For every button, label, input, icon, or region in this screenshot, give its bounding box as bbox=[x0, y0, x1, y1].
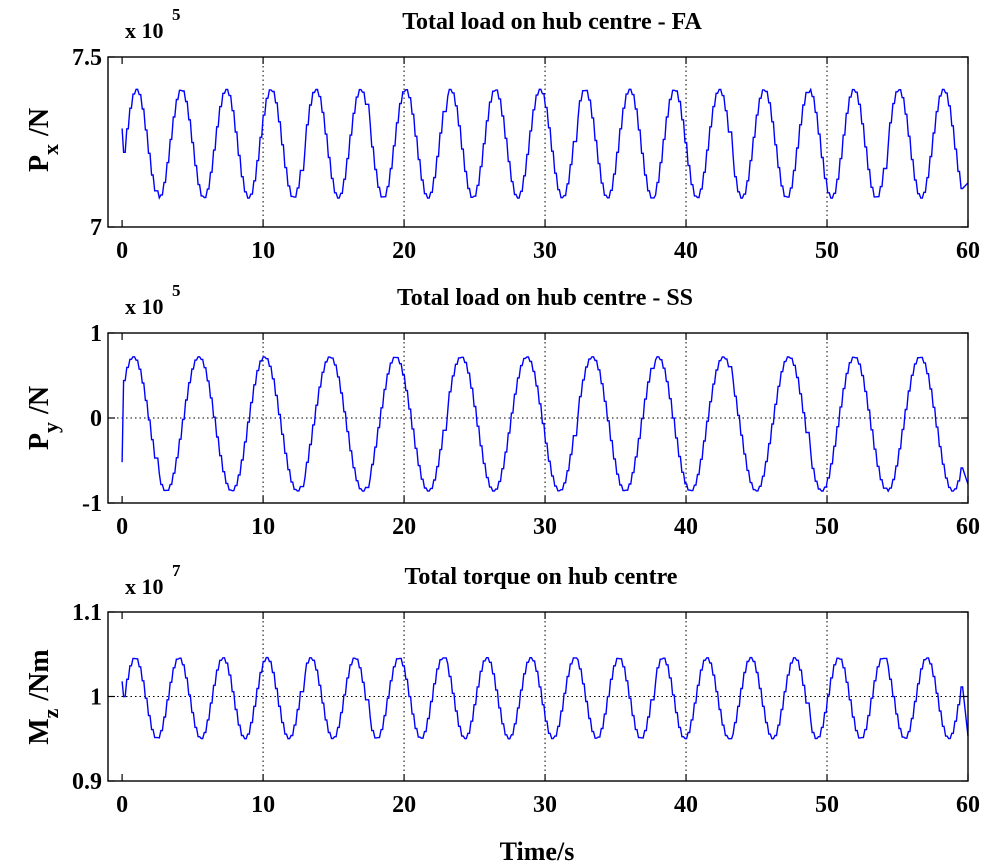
y-tick-label: -1 bbox=[82, 491, 102, 517]
x-tick-label: 10 bbox=[251, 238, 275, 264]
x-tick-label: 30 bbox=[533, 792, 557, 818]
y-axis-label: Py/N bbox=[24, 386, 63, 450]
exponent-base: x 10 bbox=[125, 18, 164, 43]
panel-title: Total load on hub centre - SS bbox=[397, 285, 693, 311]
x-tick-label: 50 bbox=[815, 238, 839, 264]
y-tick-label: 0 bbox=[90, 406, 102, 432]
y-tick-label: 1 bbox=[90, 685, 102, 711]
x-tick-label: 0 bbox=[116, 514, 128, 540]
series-line bbox=[121, 87, 969, 200]
x-tick-label: 30 bbox=[533, 514, 557, 540]
x-tick-label: 10 bbox=[251, 514, 275, 540]
exponent-power: 5 bbox=[172, 5, 181, 24]
svg-text:Mz/Nm: Mz/Nm bbox=[24, 649, 63, 745]
x-tick-label: 40 bbox=[674, 792, 698, 818]
ylabel-unit: /Nm bbox=[24, 649, 55, 701]
ylabel-unit: /N bbox=[24, 108, 55, 137]
y-axis-label: Mz/Nm bbox=[24, 649, 63, 745]
x-tick-label: 0 bbox=[116, 238, 128, 264]
series-line bbox=[121, 356, 969, 493]
ylabel-unit: /N bbox=[24, 386, 55, 415]
y-tick-label: 1 bbox=[90, 321, 102, 347]
x-tick-label: 40 bbox=[674, 238, 698, 264]
ylabel-symbol: P bbox=[24, 155, 55, 172]
y-tick-label: 1.1 bbox=[72, 600, 102, 626]
x-axis-label: Time/s bbox=[500, 837, 575, 866]
x-tick-label: 20 bbox=[392, 514, 416, 540]
panel-torque: Total torque on hub centre x 10 7 Mz/Nm … bbox=[24, 561, 980, 866]
ylabel-subscript: x bbox=[38, 144, 63, 155]
exponent-base: x 10 bbox=[125, 294, 164, 319]
x-tick-label: 20 bbox=[392, 792, 416, 818]
ylabel-symbol: M bbox=[24, 718, 55, 744]
ylabel-symbol: P bbox=[24, 433, 55, 450]
x-tick-label: 20 bbox=[392, 238, 416, 264]
x-tick-label: 60 bbox=[956, 238, 980, 264]
panel-ss: Total load on hub centre - SS x 10 5 Py/… bbox=[24, 281, 980, 540]
panel-title: Total load on hub centre - FA bbox=[402, 9, 702, 35]
exponent-power: 7 bbox=[172, 561, 181, 580]
axes-box bbox=[107, 611, 969, 782]
x-tick-label: 50 bbox=[815, 792, 839, 818]
y-tick-label: 7 bbox=[90, 215, 102, 241]
panel-fa: Total load on hub centre - FA x 10 5 Px/… bbox=[24, 5, 980, 264]
series-line bbox=[121, 656, 969, 740]
ylabel-subscript: z bbox=[38, 708, 63, 718]
y-axis-label: Px/N bbox=[24, 108, 63, 172]
panel-title: Total torque on hub centre bbox=[405, 564, 678, 590]
x-tick-label: 10 bbox=[251, 792, 275, 818]
exponent-base: x 10 bbox=[125, 574, 164, 599]
x-tick-label: 0 bbox=[116, 792, 128, 818]
exponent-power: 5 bbox=[172, 281, 181, 300]
x-tick-label: 60 bbox=[956, 792, 980, 818]
y-tick-label: 7.5 bbox=[72, 45, 102, 71]
svg-text:Px/N: Px/N bbox=[24, 108, 63, 172]
x-tick-label: 60 bbox=[956, 514, 980, 540]
x-tick-label: 30 bbox=[533, 238, 557, 264]
axes-box bbox=[107, 56, 969, 228]
x-tick-label: 40 bbox=[674, 514, 698, 540]
y-tick-label: 0.9 bbox=[72, 769, 102, 795]
x-tick-label: 50 bbox=[815, 514, 839, 540]
svg-text:Py/N: Py/N bbox=[24, 386, 63, 450]
ylabel-subscript: y bbox=[38, 422, 63, 433]
